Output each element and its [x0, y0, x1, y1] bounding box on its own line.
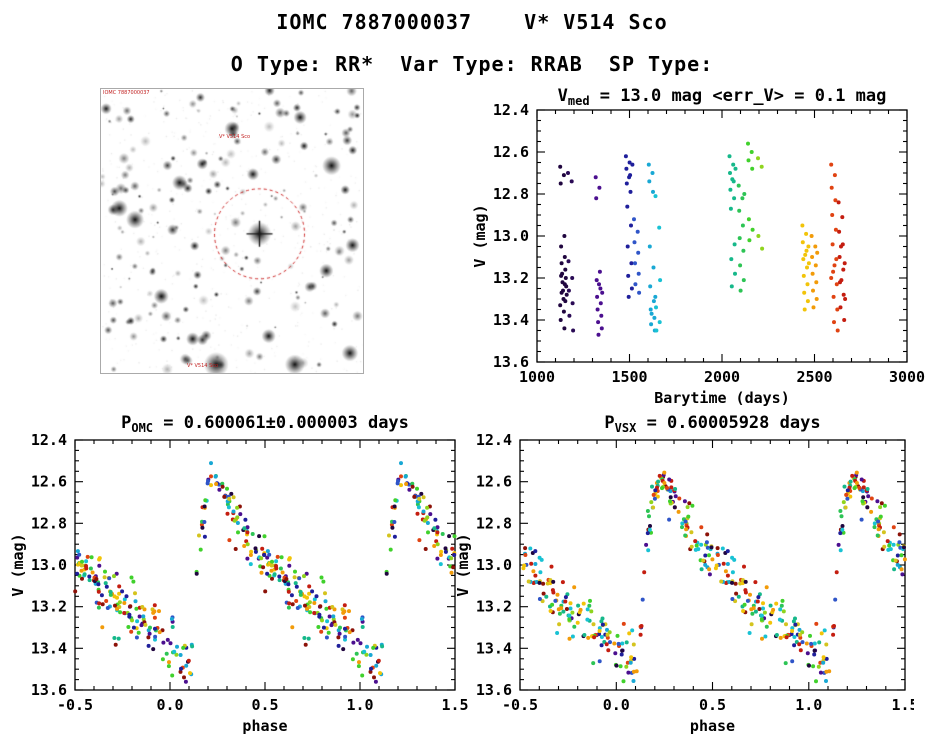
phase_vsx-plot: PVSX = 0.60005928 days -0.5 0.0 0.5 1.0 1.5 12… [454, 413, 919, 735]
barytime-plot-panel: Vmed = 13.0 mag <err_V> = 0.1 mag 1000 150… [470, 85, 944, 410]
barytime-plot: Vmed = 13.0 mag <err_V> = 0.1 mag 1000 150… [471, 86, 925, 407]
svg-text:1000: 1000 [519, 368, 555, 386]
finder-chart: IOMC 7887000037 V* V514 Sco V* V514 Sco [100, 88, 364, 374]
axis-ticks [74, 439, 456, 691]
chart-title: Vmed = 13.0 mag <err_V> = 0.1 mag [558, 86, 887, 108]
svg-text:13.6: 13.6 [493, 353, 529, 371]
svg-text:2000: 2000 [704, 368, 740, 386]
svg-text:12.4: 12.4 [31, 431, 67, 449]
svg-text:13.4: 13.4 [476, 639, 512, 657]
svg-text:1.0: 1.0 [795, 696, 822, 714]
x-axis-label: phase [690, 717, 735, 735]
svg-text:12.4: 12.4 [476, 431, 512, 449]
svg-text:13.2: 13.2 [493, 269, 529, 287]
finder-bottom-label: V* V514 Sco [187, 363, 219, 369]
plot-frame [536, 109, 908, 363]
svg-text:13.4: 13.4 [31, 639, 67, 657]
svg-text:1.5: 1.5 [441, 696, 468, 714]
svg-text:13.2: 13.2 [31, 598, 67, 616]
svg-text:-0.5: -0.5 [57, 696, 93, 714]
finder-corner-label: IOMC 7887000037 [103, 90, 150, 96]
axis-ticks [536, 109, 908, 363]
svg-text:13.2: 13.2 [476, 598, 512, 616]
svg-text:0.5: 0.5 [699, 696, 726, 714]
phase-omc-plot-panel: POMC = 0.600061±0.000003 days -0.5 0.0 0.5 1… [8, 412, 470, 742]
svg-text:1500: 1500 [611, 368, 647, 386]
plot-frame [74, 439, 456, 691]
svg-text:12.8: 12.8 [476, 514, 512, 532]
tick-labels: -0.5 0.0 0.5 1.0 1.5 12.4 12.6 12.8 13.0 13.2 13.4… [476, 431, 919, 714]
svg-text:0.0: 0.0 [156, 696, 183, 714]
chart-title: PVSX = 0.60005928 days [604, 413, 820, 435]
finder-chart-image [101, 89, 363, 373]
chart-title: POMC = 0.600061±0.000003 days [121, 413, 409, 435]
x-axis-label: phase [242, 717, 287, 735]
svg-text:1.5: 1.5 [891, 696, 914, 714]
svg-text:12.6: 12.6 [493, 143, 529, 161]
y-axis-label: V (mag) [454, 533, 472, 596]
plot-frame [519, 439, 906, 691]
x-axis-label: Barytime (days) [654, 389, 789, 407]
svg-text:0.5: 0.5 [251, 696, 278, 714]
tick-labels: 1000 1500 2000 2500 3000 12.4 12.6 12.8 13.0 13.2… [493, 101, 925, 386]
tick-labels: -0.5 0.0 0.5 1.0 1.5 12.4 12.6 12.8 13.0 13.2 13.4… [31, 431, 469, 714]
svg-text:13.6: 13.6 [31, 681, 67, 699]
y-axis-label: V (mag) [9, 533, 27, 596]
svg-text:12.6: 12.6 [476, 473, 512, 491]
scatter-points [558, 141, 848, 337]
svg-text:12.4: 12.4 [493, 101, 529, 119]
svg-text:13.0: 13.0 [493, 227, 529, 245]
y-axis-label: V (mag) [471, 204, 489, 267]
svg-text:3000: 3000 [889, 368, 925, 386]
svg-text:-0.5: -0.5 [502, 696, 538, 714]
phase-vsx-plot-panel: PVSX = 0.60005928 days -0.5 0.0 0.5 1.0 1.5 12… [452, 412, 919, 742]
page-subtitle: O Type: RR* Var Type: RRAB SP Type: [230, 52, 714, 76]
svg-text:2500: 2500 [796, 368, 832, 386]
svg-text:1.0: 1.0 [346, 696, 373, 714]
svg-text:12.8: 12.8 [493, 185, 529, 203]
scatter-points [73, 461, 457, 684]
page-title: IOMC 7887000037 V* V514 Sco [276, 10, 668, 34]
svg-text:13.4: 13.4 [493, 311, 529, 329]
svg-text:13.0: 13.0 [476, 556, 512, 574]
finder-target-label: V* V514 Sco [219, 134, 251, 140]
svg-text:12.8: 12.8 [31, 514, 67, 532]
scatter-points [521, 470, 907, 684]
svg-text:13.0: 13.0 [31, 556, 67, 574]
axis-ticks [519, 439, 906, 691]
svg-text:13.6: 13.6 [476, 681, 512, 699]
phase_omc-plot: POMC = 0.600061±0.000003 days -0.5 0.0 0.5 1… [9, 413, 469, 735]
svg-text:12.6: 12.6 [31, 473, 67, 491]
svg-text:0.0: 0.0 [603, 696, 630, 714]
